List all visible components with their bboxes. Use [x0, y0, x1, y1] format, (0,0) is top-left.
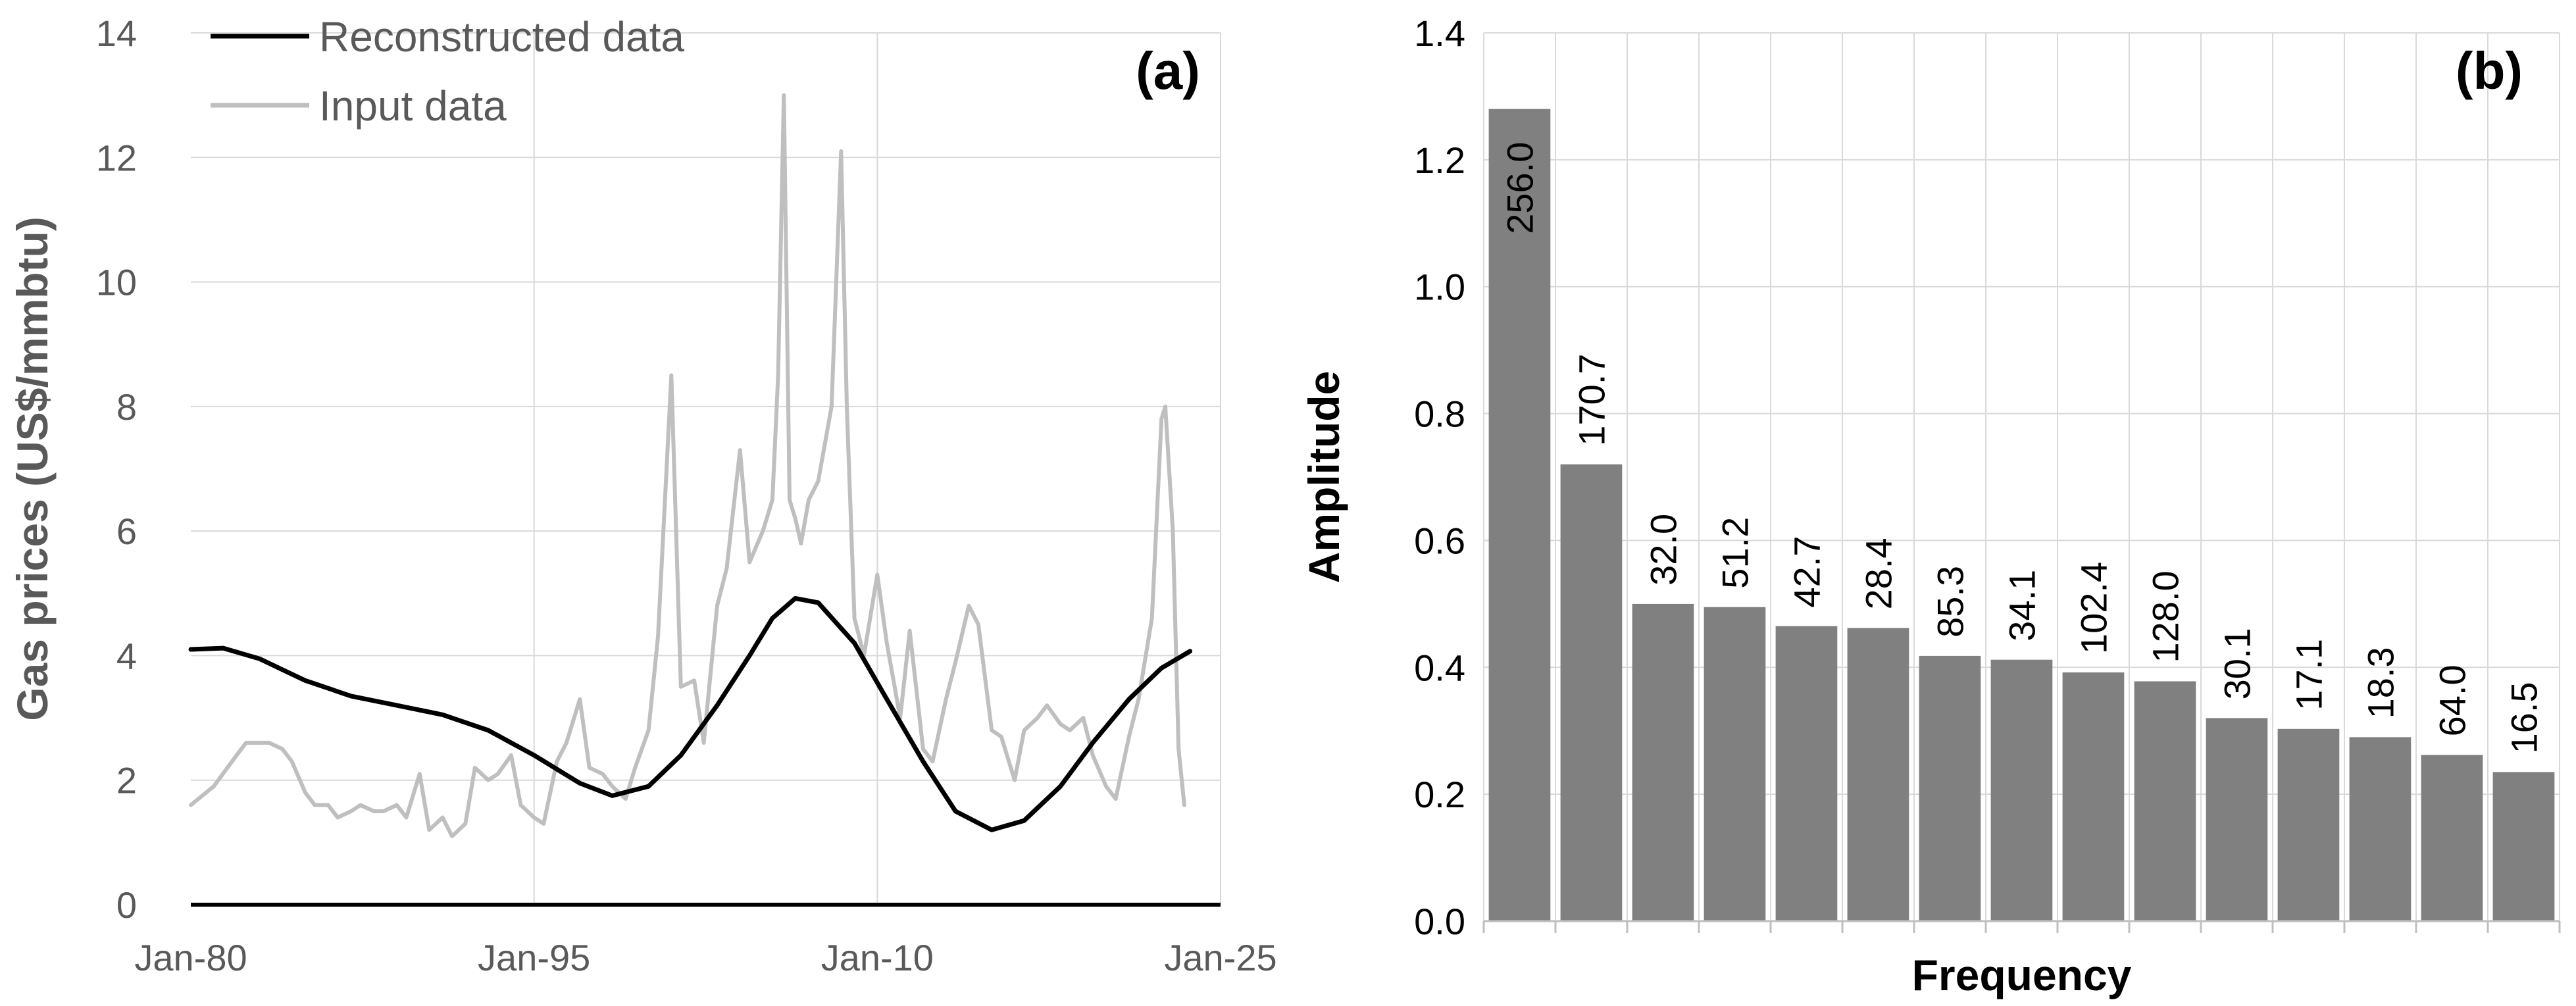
bar-data-label: 51.2: [1715, 517, 1756, 589]
bar-32.0: [1632, 603, 1694, 921]
panel-a-line-chart: 0 2 4 6 8 10 12 14 Jan-80 Jan-95 Jan-10 Jan-25 Gas…: [8, 13, 1277, 978]
panel-a-y-tick-label: 2: [116, 760, 137, 801]
panel-b-label: (b): [2456, 41, 2523, 100]
panel-a-x-tick-label: Jan-10: [821, 937, 934, 978]
panel-a-y-axis-title: Gas prices (US$/mmbtu): [8, 216, 57, 721]
bar-data-label: 102.4: [2073, 562, 2115, 654]
bar-85.3: [1919, 655, 1981, 921]
panel-b-y-tick-label: 0.8: [1414, 393, 1465, 435]
panel-b-data-labels: 256.0 170.7 32.0 51.2 42.7 28.4 85.3 34.1 102.4 1…: [1500, 142, 2545, 754]
bar-data-label: 42.7: [1786, 536, 1828, 608]
panel-a-x-tick-label: Jan-25: [1164, 937, 1276, 978]
bar-data-label: 30.1: [2217, 628, 2258, 699]
panel-a-label: (a): [1136, 41, 1200, 100]
bar-data-label: 34.1: [2002, 570, 2043, 641]
reconstructed-data-line: [188, 595, 1193, 832]
panel-b-y-tick-label: 0.2: [1414, 774, 1465, 815]
panel-b-y-tick-label: 0.6: [1414, 520, 1465, 561]
bar-17.1: [2277, 728, 2340, 921]
bar-data-label: 170.7: [1571, 354, 1613, 446]
panel-b-x-tick-marks: [1482, 921, 2561, 933]
panel-a-y-tick-labels: 0 2 4 6 8 10 12 14: [96, 13, 137, 926]
bar-data-label: 17.1: [2288, 639, 2330, 711]
legend-reconstructed-label: Reconstructed data: [319, 13, 684, 61]
panel-b-bars: [1488, 109, 2555, 922]
legend-input-label: Input data: [319, 82, 507, 130]
bar-data-label: 64.0: [2432, 665, 2473, 736]
panel-a-y-tick-label: 10: [96, 262, 137, 303]
panel-a-gridlines: [191, 32, 1221, 905]
panel-a-y-tick-label: 0: [116, 884, 137, 926]
panel-b-y-tick-labels: 0.0 0.2 0.4 0.6 0.8 1.0 1.2 1.4: [1414, 13, 1465, 942]
panel-a-x-tick-label: Jan-95: [478, 937, 590, 978]
bar-data-label: 28.4: [1858, 538, 1900, 610]
panel-b-y-tick-label: 0.0: [1414, 901, 1465, 942]
panel-b-bar-chart: 0.0 0.2 0.4 0.6 0.8 1.0 1.2 1.4 256.0 170.7 32.0 5…: [1300, 13, 2561, 999]
bar-102.4: [2062, 672, 2125, 921]
bar-data-label: 85.3: [1930, 566, 1971, 638]
bar-170.7: [1560, 464, 1623, 921]
panel-a-series: [188, 93, 1193, 838]
panel-a-y-tick-label: 14: [96, 13, 137, 54]
panel-b-y-axis-title: Amplitude: [1300, 371, 1348, 584]
input-data-line: [189, 93, 1186, 838]
bar-51.2: [1704, 607, 1766, 921]
panel-a-y-tick-label: 6: [116, 511, 137, 552]
bar-data-label: 18.3: [2360, 647, 2402, 718]
bar-data-label: 128.0: [2145, 570, 2186, 663]
panel-a-x-tick-label: Jan-80: [134, 937, 247, 978]
bar-256.0: [1488, 109, 1551, 922]
bar-128.0: [2134, 681, 2196, 921]
panel-a-y-tick-label: 12: [96, 137, 137, 178]
panel-a-y-tick-label: 8: [116, 386, 137, 428]
panel-a-y-tick-label: 4: [116, 635, 137, 676]
panel-a-x-tick-labels: Jan-80 Jan-95 Jan-10 Jan-25: [134, 937, 1276, 978]
panel-b-y-tick-label: 1.0: [1414, 266, 1465, 308]
panel-b-y-tick-label: 1.2: [1414, 139, 1465, 181]
panel-b-x-axis-title: Frequency: [1912, 951, 2132, 999]
bar-30.1: [2206, 718, 2268, 921]
bar-28.4: [1847, 628, 1909, 921]
bar-64.0: [2421, 755, 2483, 921]
panel-b-y-tick-label: 1.4: [1414, 13, 1465, 54]
panel-b-y-tick-label: 0.4: [1414, 647, 1465, 688]
panel-b-gridlines: [1483, 32, 2560, 921]
bar-42.7: [1775, 626, 1838, 921]
bar-18.3: [2349, 737, 2412, 921]
bar-data-label: 16.5: [2504, 682, 2545, 753]
bar-16.5: [2492, 772, 2555, 921]
panel-a-legend: Reconstructed data Input data: [211, 13, 684, 130]
bar-data-label: 256.0: [1500, 142, 1541, 234]
bar-34.1: [1990, 659, 2053, 921]
bar-data-label: 32.0: [1643, 514, 1684, 586]
